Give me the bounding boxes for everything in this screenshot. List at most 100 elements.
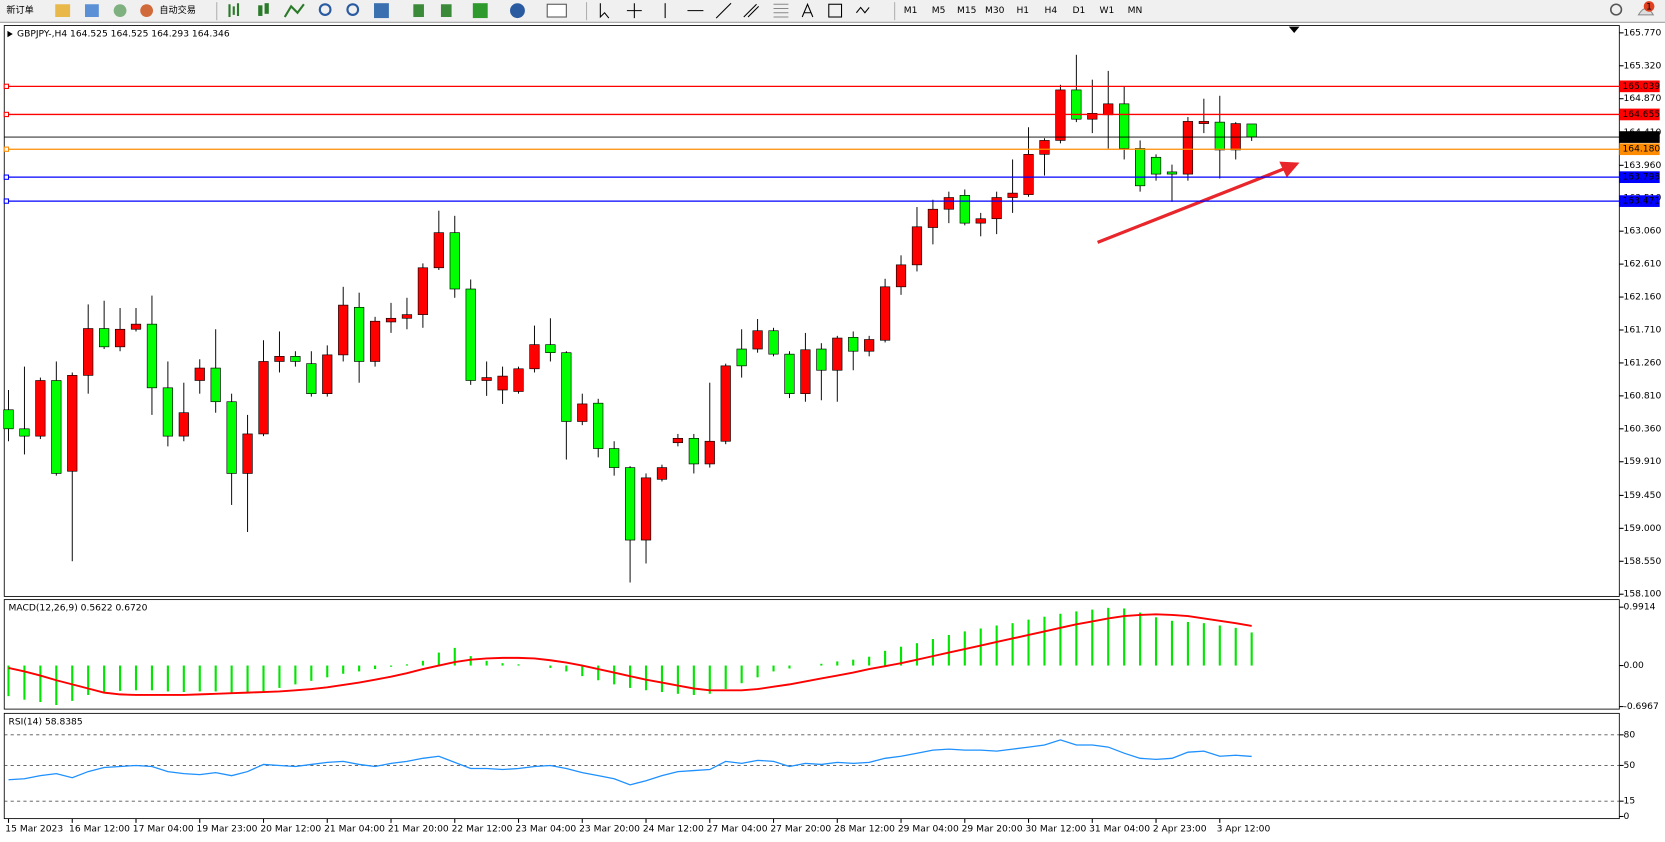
candle-body	[3, 409, 14, 430]
toolbar-bg	[0, 0, 1665, 23]
x-tick-label: 23 Mar 04:00	[515, 825, 576, 835]
timeframe-button[interactable]: H1	[1016, 6, 1029, 16]
y-tick-label: 165.770	[1624, 28, 1662, 38]
main-panel	[3, 25, 1620, 597]
timeframe-button[interactable]: M1	[904, 6, 918, 16]
candle-body	[290, 356, 301, 362]
candle-body	[545, 344, 556, 354]
candle-body	[433, 232, 444, 269]
y-tick-label: 161.260	[1624, 358, 1662, 368]
icon[interactable]	[472, 3, 488, 19]
candle-body	[640, 477, 652, 541]
channel-icon[interactable]	[743, 3, 760, 18]
candle-body	[1055, 89, 1066, 141]
x-tick-label: 21 Mar 04:00	[324, 825, 385, 835]
candle-body	[306, 363, 317, 394]
candle-body	[1182, 121, 1194, 175]
level-label: 163.471	[1622, 197, 1660, 207]
candle-body	[178, 412, 189, 437]
search-icon[interactable]	[1610, 3, 1623, 16]
icon[interactable]	[113, 4, 127, 18]
x-tick-label: 20 Mar 12:00	[260, 825, 321, 835]
timeframe-button[interactable]: H4	[1045, 6, 1058, 16]
toolbar-button[interactable]: 自动交易	[159, 4, 195, 16]
icon[interactable]	[228, 3, 240, 18]
icon[interactable]	[258, 5, 263, 16]
level-label: 165.039	[1622, 82, 1660, 92]
candle-body	[1166, 171, 1178, 175]
candle-body	[19, 428, 30, 437]
icon[interactable]	[140, 4, 154, 18]
candle-body	[258, 361, 269, 435]
level-handle[interactable]	[3, 146, 10, 152]
level-handle[interactable]	[3, 174, 10, 180]
candle-body	[417, 267, 428, 315]
candle-body	[35, 380, 46, 437]
timeframe-button[interactable]: M5	[932, 6, 946, 16]
level-label: 164.180	[1622, 145, 1660, 155]
candle-body	[99, 328, 110, 348]
icon[interactable]	[510, 3, 525, 19]
icon[interactable]	[546, 3, 567, 18]
y-tick-label: 163.960	[1624, 161, 1662, 171]
icon[interactable]	[413, 4, 424, 18]
arrows-icon[interactable]	[855, 6, 870, 14]
crosshair-icon[interactable]	[626, 3, 642, 19]
candle-body	[1071, 89, 1082, 120]
icon[interactable]	[346, 3, 360, 16]
y-tick-label: 0.00	[1624, 661, 1645, 671]
timeframe-button[interactable]: MN	[1128, 6, 1143, 16]
notification-count: 1	[1646, 2, 1652, 12]
trend-arrow-head	[1279, 161, 1300, 178]
candle-body	[1135, 148, 1146, 187]
candle-body	[83, 328, 94, 376]
level-label-box	[1619, 195, 1660, 207]
level-handle[interactable]	[3, 198, 10, 204]
y-tick-label: 163.060	[1624, 227, 1662, 237]
level-handle[interactable]	[3, 111, 10, 118]
timeframe-button[interactable]: M30	[985, 6, 1005, 16]
toolbar-button[interactable]: 新订单	[6, 4, 33, 16]
timeframe-button[interactable]: M15	[957, 6, 977, 16]
label-icon[interactable]	[828, 3, 843, 18]
candle-body	[800, 349, 811, 394]
y-tick-label: -0.6967	[1624, 702, 1659, 712]
text-icon[interactable]	[801, 2, 814, 18]
x-tick-label: 21 Mar 20:00	[388, 825, 449, 835]
candle-body	[832, 337, 843, 371]
trendline-icon[interactable]	[715, 2, 732, 19]
candle-body	[146, 323, 158, 389]
candle-body	[768, 330, 779, 355]
candle-body	[338, 304, 349, 356]
icon[interactable]	[85, 4, 99, 18]
x-tick-label: 29 Mar 20:00	[962, 825, 1023, 835]
icon[interactable]	[55, 4, 71, 18]
candle-body	[736, 348, 747, 367]
icon[interactable]	[318, 3, 332, 16]
candle-body	[720, 365, 731, 442]
cursor-icon[interactable]	[599, 3, 610, 19]
candle-body	[497, 375, 508, 391]
icon[interactable]	[374, 3, 389, 19]
candle-body	[114, 328, 126, 348]
x-tick-label: 30 Mar 12:00	[1025, 825, 1086, 835]
timeframe-button[interactable]: D1	[1072, 6, 1085, 16]
candle-body	[1023, 154, 1034, 195]
candle-body	[449, 232, 460, 290]
trend-arrow	[1097, 167, 1285, 244]
y-tick-label: 161.710	[1624, 325, 1662, 335]
timeframe-button[interactable]: W1	[1100, 6, 1115, 16]
icon[interactable]	[283, 3, 305, 18]
icon[interactable]	[440, 4, 452, 18]
y-tick-label: 160.810	[1624, 391, 1662, 401]
icon[interactable]	[264, 3, 269, 14]
candle-body	[242, 433, 253, 474]
x-tick-label: 19 Mar 23:00	[197, 825, 258, 835]
candle-body	[51, 380, 62, 474]
level-handle[interactable]	[3, 83, 10, 89]
fibo-icon[interactable]	[773, 3, 789, 18]
candle-body	[959, 195, 970, 224]
candle-body	[481, 377, 492, 381]
